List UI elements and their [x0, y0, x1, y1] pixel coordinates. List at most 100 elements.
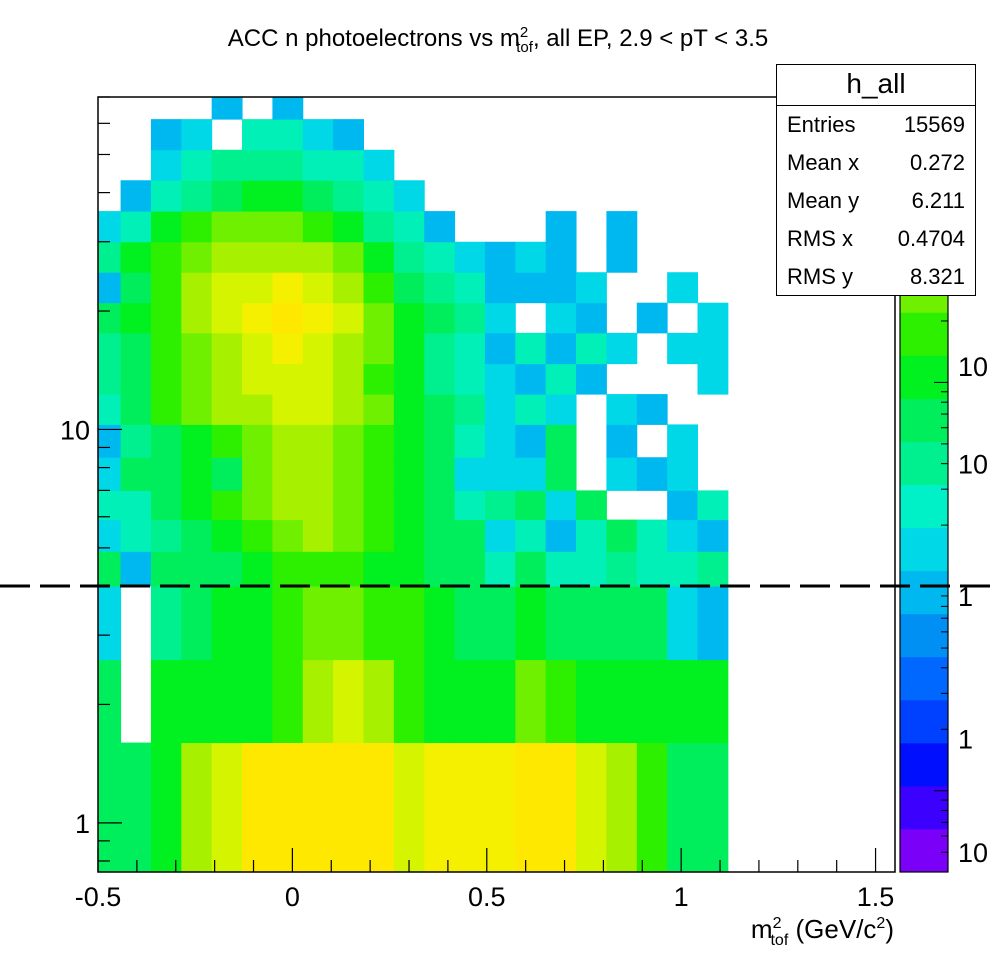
heatmap-cell [181, 241, 213, 273]
heatmap-cell [667, 490, 698, 521]
heatmap-cell [120, 332, 152, 365]
heatmap-cell [545, 457, 577, 491]
heatmap-cell [98, 424, 122, 458]
heatmap-cell [545, 394, 577, 425]
heatmap-cell [424, 272, 456, 304]
heatmap-cell [545, 659, 577, 744]
heatmap-cell [424, 363, 456, 395]
heatmap-cell [424, 394, 456, 425]
stats-row: Entries 15569 [787, 112, 965, 137]
heatmap-cell [333, 457, 364, 491]
heatmap-cell [98, 490, 122, 521]
heatmap-cell [211, 551, 243, 587]
heatmap-cell [242, 149, 273, 181]
heatmap-cell [667, 519, 698, 552]
heatmap-cell [181, 742, 213, 873]
heatmap-cell [150, 742, 182, 873]
heatmap-cell [242, 394, 273, 425]
stats-histogram-name: h_all [777, 65, 975, 106]
heatmap-cell [211, 659, 243, 744]
heatmap-cell [120, 180, 152, 212]
heatmap-cell [606, 659, 638, 744]
heatmap-cell [454, 551, 486, 587]
heatmap-cell [98, 272, 122, 304]
heatmap-cell [333, 211, 364, 243]
heatmap-cell [333, 272, 364, 304]
heatmap-cell [242, 241, 273, 273]
heatmap-cell [636, 457, 668, 491]
heatmap-cell [98, 519, 122, 552]
color-bar-segment [900, 398, 948, 442]
heatmap-cell [333, 659, 364, 744]
heatmap-cell [333, 302, 364, 334]
heatmap-cell [545, 424, 577, 458]
x-axis: -0.5 0 0.5 1 1.5 [75, 848, 895, 912]
heatmap-cell [454, 490, 486, 521]
heatmap-cell [181, 332, 213, 365]
heatmap-cell [150, 272, 182, 304]
heatmap-cell [272, 180, 304, 212]
plot-frame [97, 96, 896, 873]
heatmap-cell [393, 302, 425, 334]
heatmap-cell [606, 394, 638, 425]
heatmap-cell [272, 490, 304, 521]
heatmap-cell [302, 490, 334, 521]
heatmap-cell [242, 457, 273, 491]
heatmap-cell [606, 424, 638, 458]
heatmap-cell [211, 241, 243, 273]
heatmap-cell [211, 272, 243, 304]
heatmap-cell [333, 394, 364, 425]
heatmap-cell [181, 302, 213, 334]
heatmap-cell [242, 119, 273, 151]
heatmap-cell [272, 272, 304, 304]
heatmap-cell [120, 457, 152, 491]
y-tick-label: 1 [75, 809, 90, 839]
heatmap-cell [211, 97, 243, 120]
heatmap-cell [181, 149, 213, 181]
heatmap-cell [302, 119, 334, 151]
heatmap-cell [636, 742, 668, 873]
stats-row: RMS y 8.321 [787, 264, 965, 289]
heatmap-cell [333, 363, 364, 395]
heatmap-cell [272, 424, 304, 458]
heatmap-cell [98, 211, 122, 243]
heatmap-cell [515, 586, 547, 661]
heatmap-cell [667, 586, 698, 661]
heatmap-cell [424, 302, 456, 334]
x-tick-label: 1.5 [857, 882, 895, 912]
heatmap-cell [393, 424, 425, 458]
heatmap-cell [393, 363, 425, 395]
heatmap-cell [181, 551, 213, 587]
heatmap-cell [393, 457, 425, 491]
heatmap-cell [272, 457, 304, 491]
heatmap-cell [272, 519, 304, 552]
heatmap-cell [454, 394, 486, 425]
y-tick-label: 10 [60, 415, 90, 445]
heatmap-cell [606, 586, 638, 661]
heatmap-cell [272, 332, 304, 365]
heatmap-cell [576, 272, 607, 304]
heatmap-cell [120, 211, 152, 243]
heatmap-cell [363, 457, 395, 491]
heatmap-cell [424, 551, 456, 587]
heatmap-cell [484, 272, 516, 304]
heatmap-cell [393, 490, 425, 521]
heatmap-cell [363, 149, 395, 181]
heatmap-cell [454, 332, 486, 365]
heatmap-cell [150, 659, 182, 744]
heatmap-cell [454, 363, 486, 395]
heatmap-cell [667, 424, 698, 458]
heatmap-cell [515, 332, 547, 365]
heatmap-cell [393, 211, 425, 243]
heatmap-cell [272, 586, 304, 661]
heatmap-cell [272, 211, 304, 243]
heatmap-cell [272, 394, 304, 425]
heatmap-cell [484, 457, 516, 491]
heatmap-cell [515, 457, 547, 491]
heatmap-cell [697, 659, 729, 744]
stats-row: RMS x 0.4704 [787, 226, 965, 251]
heatmap-cell [181, 659, 213, 744]
heatmap-cell [363, 586, 395, 661]
heatmap-cell [150, 551, 182, 587]
heatmap-cell [576, 742, 607, 873]
